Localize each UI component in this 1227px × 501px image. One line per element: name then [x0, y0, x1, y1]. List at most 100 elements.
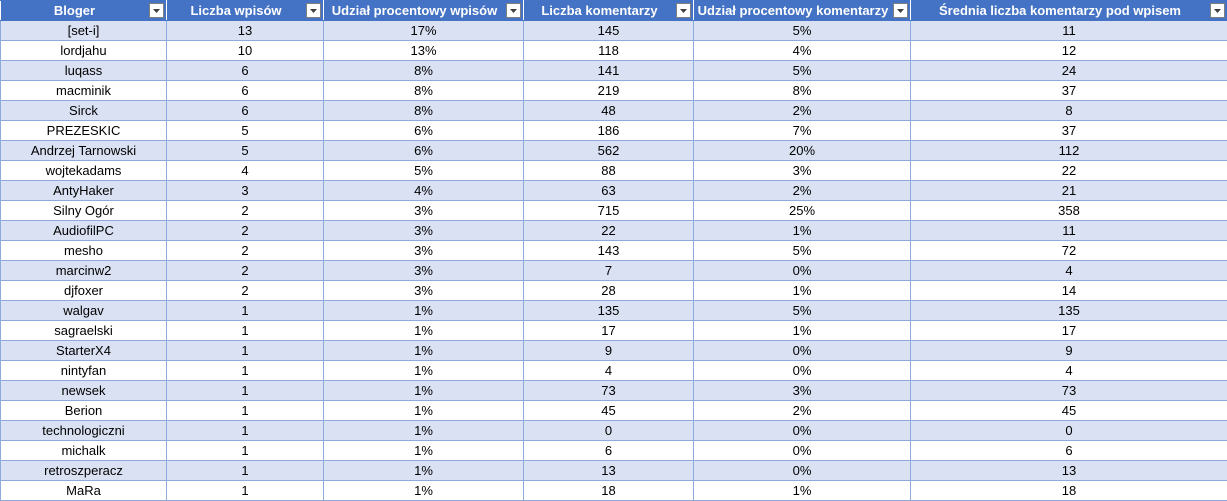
cell-udzial-wpisow[interactable]: 13% — [323, 40, 524, 61]
cell-liczba-komentarzy[interactable]: 88 — [523, 160, 694, 181]
cell-liczba-wpisow[interactable]: 1 — [166, 360, 324, 381]
cell-liczba-komentarzy[interactable]: 9 — [523, 340, 694, 361]
cell-liczba-wpisow[interactable]: 13 — [166, 20, 324, 41]
filter-dropdown-icon[interactable] — [893, 3, 908, 18]
cell-srednia-komentarzy[interactable]: 4 — [910, 360, 1227, 381]
cell-liczba-komentarzy[interactable]: 17 — [523, 320, 694, 341]
cell-liczba-komentarzy[interactable]: 28 — [523, 280, 694, 301]
cell-udzial-wpisow[interactable]: 8% — [323, 60, 524, 81]
filter-dropdown-icon[interactable] — [1210, 3, 1225, 18]
cell-udzial-komentarzy[interactable]: 1% — [693, 280, 911, 301]
cell-udzial-komentarzy[interactable]: 1% — [693, 320, 911, 341]
cell-bloger[interactable]: Silny Ogór — [0, 200, 167, 221]
cell-bloger[interactable]: macminik — [0, 80, 167, 101]
cell-udzial-komentarzy[interactable]: 2% — [693, 180, 911, 201]
cell-udzial-wpisow[interactable]: 17% — [323, 20, 524, 41]
cell-udzial-wpisow[interactable]: 5% — [323, 160, 524, 181]
cell-srednia-komentarzy[interactable]: 18 — [910, 480, 1227, 501]
cell-liczba-komentarzy[interactable]: 145 — [523, 20, 694, 41]
cell-liczba-wpisow[interactable]: 10 — [166, 40, 324, 61]
cell-liczba-komentarzy[interactable]: 118 — [523, 40, 694, 61]
cell-udzial-komentarzy[interactable]: 25% — [693, 200, 911, 221]
cell-udzial-wpisow[interactable]: 1% — [323, 360, 524, 381]
cell-srednia-komentarzy[interactable]: 37 — [910, 120, 1227, 141]
cell-udzial-wpisow[interactable]: 1% — [323, 460, 524, 481]
cell-bloger[interactable]: Sirck — [0, 100, 167, 121]
cell-udzial-komentarzy[interactable]: 0% — [693, 260, 911, 281]
cell-bloger[interactable]: PREZESKIC — [0, 120, 167, 141]
cell-liczba-wpisow[interactable]: 1 — [166, 420, 324, 441]
cell-liczba-komentarzy[interactable]: 219 — [523, 80, 694, 101]
cell-liczba-wpisow[interactable]: 3 — [166, 180, 324, 201]
cell-liczba-komentarzy[interactable]: 18 — [523, 480, 694, 501]
cell-udzial-komentarzy[interactable]: 3% — [693, 160, 911, 181]
cell-liczba-komentarzy[interactable]: 135 — [523, 300, 694, 321]
cell-liczba-komentarzy[interactable]: 143 — [523, 240, 694, 261]
cell-liczba-wpisow[interactable]: 2 — [166, 220, 324, 241]
cell-udzial-wpisow[interactable]: 1% — [323, 440, 524, 461]
cell-liczba-wpisow[interactable]: 6 — [166, 80, 324, 101]
cell-srednia-komentarzy[interactable]: 0 — [910, 420, 1227, 441]
cell-udzial-wpisow[interactable]: 3% — [323, 260, 524, 281]
cell-srednia-komentarzy[interactable]: 112 — [910, 140, 1227, 161]
cell-udzial-wpisow[interactable]: 1% — [323, 420, 524, 441]
cell-udzial-komentarzy[interactable]: 5% — [693, 60, 911, 81]
cell-srednia-komentarzy[interactable]: 4 — [910, 260, 1227, 281]
cell-udzial-wpisow[interactable]: 1% — [323, 300, 524, 321]
cell-udzial-komentarzy[interactable]: 1% — [693, 480, 911, 501]
cell-liczba-wpisow[interactable]: 2 — [166, 280, 324, 301]
cell-bloger[interactable]: michalk — [0, 440, 167, 461]
cell-udzial-wpisow[interactable]: 1% — [323, 380, 524, 401]
cell-udzial-komentarzy[interactable]: 5% — [693, 300, 911, 321]
cell-udzial-komentarzy[interactable]: 1% — [693, 220, 911, 241]
cell-udzial-komentarzy[interactable]: 0% — [693, 440, 911, 461]
cell-liczba-komentarzy[interactable]: 48 — [523, 100, 694, 121]
cell-liczba-wpisow[interactable]: 1 — [166, 400, 324, 421]
cell-liczba-komentarzy[interactable]: 715 — [523, 200, 694, 221]
cell-udzial-wpisow[interactable]: 3% — [323, 240, 524, 261]
cell-bloger[interactable]: AudiofilPC — [0, 220, 167, 241]
cell-srednia-komentarzy[interactable]: 24 — [910, 60, 1227, 81]
cell-liczba-wpisow[interactable]: 1 — [166, 480, 324, 501]
cell-udzial-wpisow[interactable]: 1% — [323, 480, 524, 501]
cell-udzial-komentarzy[interactable]: 20% — [693, 140, 911, 161]
cell-srednia-komentarzy[interactable]: 22 — [910, 160, 1227, 181]
cell-udzial-komentarzy[interactable]: 0% — [693, 360, 911, 381]
cell-liczba-komentarzy[interactable]: 141 — [523, 60, 694, 81]
cell-liczba-wpisow[interactable]: 1 — [166, 320, 324, 341]
cell-udzial-komentarzy[interactable]: 5% — [693, 20, 911, 41]
cell-udzial-wpisow[interactable]: 4% — [323, 180, 524, 201]
filter-dropdown-icon[interactable] — [676, 3, 691, 18]
cell-bloger[interactable]: wojtekadams — [0, 160, 167, 181]
cell-srednia-komentarzy[interactable]: 14 — [910, 280, 1227, 301]
cell-udzial-komentarzy[interactable]: 2% — [693, 400, 911, 421]
cell-liczba-komentarzy[interactable]: 562 — [523, 140, 694, 161]
cell-udzial-komentarzy[interactable]: 5% — [693, 240, 911, 261]
cell-udzial-komentarzy[interactable]: 2% — [693, 100, 911, 121]
cell-liczba-komentarzy[interactable]: 22 — [523, 220, 694, 241]
cell-udzial-wpisow[interactable]: 8% — [323, 100, 524, 121]
cell-bloger[interactable]: djfoxer — [0, 280, 167, 301]
cell-udzial-wpisow[interactable]: 1% — [323, 320, 524, 341]
cell-udzial-komentarzy[interactable]: 0% — [693, 340, 911, 361]
cell-bloger[interactable]: MaRa — [0, 480, 167, 501]
cell-udzial-komentarzy[interactable]: 8% — [693, 80, 911, 101]
cell-udzial-komentarzy[interactable]: 3% — [693, 380, 911, 401]
cell-liczba-komentarzy[interactable]: 63 — [523, 180, 694, 201]
cell-srednia-komentarzy[interactable]: 11 — [910, 20, 1227, 41]
cell-liczba-komentarzy[interactable]: 0 — [523, 420, 694, 441]
cell-bloger[interactable]: AntyHaker — [0, 180, 167, 201]
cell-liczba-wpisow[interactable]: 6 — [166, 60, 324, 81]
filter-dropdown-icon[interactable] — [149, 3, 164, 18]
cell-bloger[interactable]: mesho — [0, 240, 167, 261]
cell-liczba-komentarzy[interactable]: 45 — [523, 400, 694, 421]
cell-liczba-komentarzy[interactable]: 4 — [523, 360, 694, 381]
cell-bloger[interactable]: nintyfan — [0, 360, 167, 381]
cell-liczba-wpisow[interactable]: 2 — [166, 240, 324, 261]
cell-udzial-wpisow[interactable]: 3% — [323, 280, 524, 301]
cell-srednia-komentarzy[interactable]: 45 — [910, 400, 1227, 421]
cell-srednia-komentarzy[interactable]: 72 — [910, 240, 1227, 261]
cell-liczba-wpisow[interactable]: 1 — [166, 300, 324, 321]
cell-udzial-komentarzy[interactable]: 0% — [693, 460, 911, 481]
cell-liczba-komentarzy[interactable]: 7 — [523, 260, 694, 281]
